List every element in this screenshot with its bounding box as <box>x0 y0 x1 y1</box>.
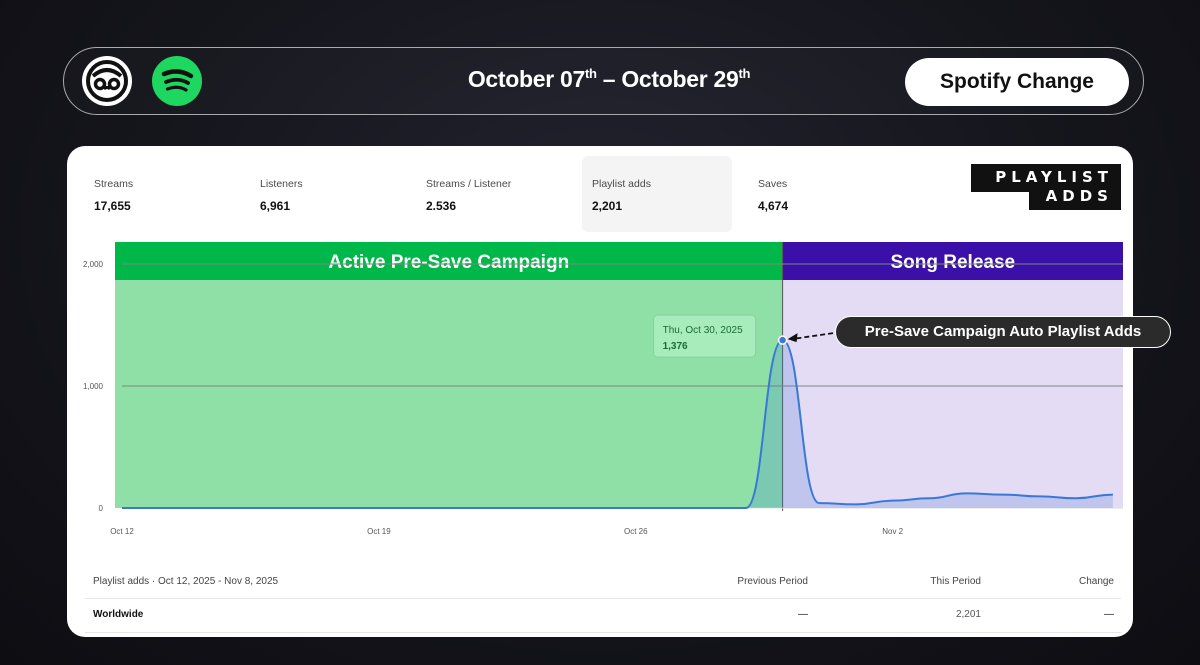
tooltip-value: 1,376 <box>663 341 688 352</box>
selected-metric-highlight <box>582 156 732 232</box>
y-tick-label: 0 <box>99 504 104 513</box>
row-this: 2,201 <box>955 609 981 620</box>
table-divider <box>85 598 1121 599</box>
col-change[interactable]: Change <box>1078 576 1114 587</box>
metric-label: Listeners <box>260 178 303 190</box>
monkey-face-icon <box>82 56 132 106</box>
region-label: Song Release <box>890 252 1015 273</box>
metric-value: 17,655 <box>94 199 131 213</box>
metric-value: 2,201 <box>592 199 623 213</box>
metric-label: Playlist adds <box>592 178 651 190</box>
col-previous-period[interactable]: Previous Period <box>737 576 808 587</box>
x-tick-label: Oct 12 <box>110 527 134 536</box>
callout-arrow-head <box>787 333 798 343</box>
metric-streams[interactable]: Streams 17,655 <box>94 178 133 213</box>
x-tick-label: Nov 2 <box>882 527 903 536</box>
tooltip: Thu, Oct 30, 2025 1,376 <box>653 314 757 358</box>
header-bar: October 07th – October 29th Spotify Chan… <box>63 47 1144 115</box>
row-region: Worldwide <box>93 609 144 620</box>
table-divider <box>85 632 1121 633</box>
metric-value: 6,961 <box>260 199 291 213</box>
y-tick-label: 1,000 <box>83 382 104 391</box>
region-label: Active Pre-Save Campaign <box>328 252 569 273</box>
row-previous: — <box>798 609 808 620</box>
region-fill <box>115 280 783 508</box>
callout-arrow-line <box>791 332 834 341</box>
tooltip-date: Thu, Oct 30, 2025 <box>663 325 743 336</box>
series-line <box>121 339 1113 509</box>
metric-label: Streams / Listener <box>426 178 512 190</box>
metric-saves[interactable]: Saves 4,674 <box>758 178 788 213</box>
y-tick-label: 2,000 <box>83 260 104 269</box>
peak-point <box>777 335 788 345</box>
region-header <box>782 242 1123 280</box>
playlist-adds-logo: PLAYLIST ADDS <box>971 164 1121 210</box>
x-tick-label: Oct 19 <box>367 527 391 536</box>
metric-listeners[interactable]: Listeners 6,961 <box>260 178 303 213</box>
spotify-change-button[interactable]: Spotify Change <box>905 58 1129 106</box>
region-header <box>115 242 783 280</box>
analytics-card: Streams 17,655 Listeners 6,961 Streams /… <box>67 146 1133 637</box>
tooltip-box <box>653 314 757 358</box>
playlist-adds-chart: Active Pre-Save Campaign Song Release 0 1,0… <box>83 242 1123 536</box>
region-fill <box>782 280 1123 508</box>
metric-value: 2.536 <box>426 199 457 213</box>
spotify-icon <box>152 56 202 106</box>
annotation-callout: Pre-Save Campaign Auto Playlist Adds <box>835 316 1171 348</box>
metric-label: Saves <box>758 178 788 190</box>
row-change: — <box>1104 609 1114 620</box>
metric-streams-per-listener[interactable]: Streams / Listener 2.536 <box>426 178 511 213</box>
logo-line-2: ADDS <box>1045 187 1113 205</box>
metric-value: 4,674 <box>758 199 789 213</box>
table-title: Playlist adds · Oct 12, 2025 - Nov 8, 20… <box>93 576 279 587</box>
metric-label: Streams <box>94 178 134 190</box>
col-this-period[interactable]: This Period <box>930 576 981 587</box>
x-tick-label: Oct 26 <box>624 527 648 536</box>
metric-playlist-adds[interactable]: Playlist adds 2,201 <box>592 178 651 213</box>
logo-line-1: PLAYLIST <box>995 168 1113 186</box>
date-range-title: October 07th – October 29th <box>467 66 751 92</box>
